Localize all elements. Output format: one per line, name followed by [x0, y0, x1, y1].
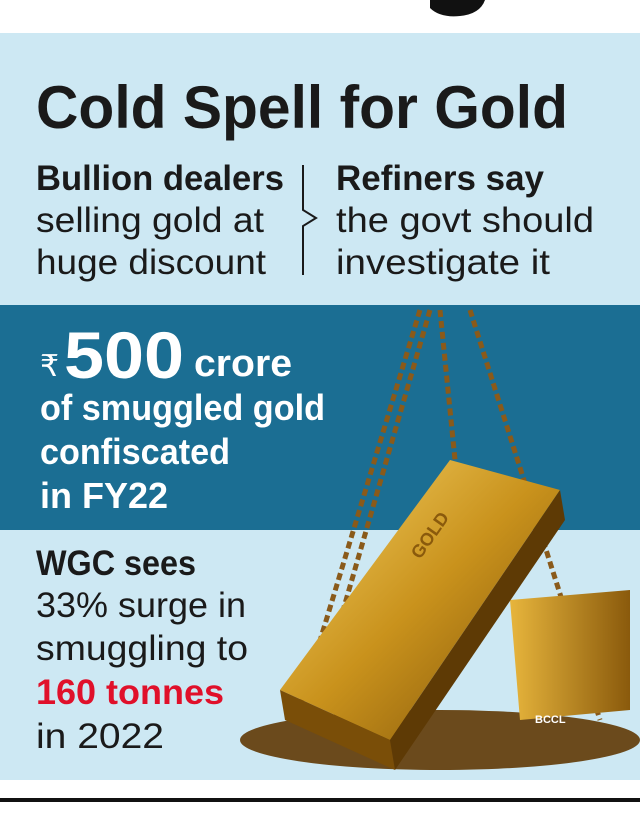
- right-line: investigate it: [336, 243, 550, 282]
- amount: 500: [64, 318, 184, 392]
- highlight: 160 tonnes: [36, 673, 224, 712]
- currency: ₹: [40, 350, 59, 383]
- footer-tail: in 2022: [36, 717, 164, 756]
- left-heading: Bullion dealers: [36, 159, 284, 198]
- band-line: of smuggled gold: [40, 387, 325, 428]
- right-line: the govt should: [336, 201, 594, 240]
- footer-heading: WGC sees: [36, 544, 196, 583]
- left-line: selling gold at: [36, 201, 264, 240]
- credit: BCCL: [535, 714, 566, 726]
- right-heading: Refiners say: [336, 159, 545, 198]
- band-line: in FY22: [40, 475, 168, 516]
- unit: crore: [194, 343, 292, 385]
- footer-line: smuggling to: [36, 629, 248, 668]
- band-line: confiscated: [40, 431, 230, 472]
- cut-glyph: [430, 0, 485, 17]
- title: Cold Spell for Gold: [36, 74, 568, 141]
- divider: [302, 165, 318, 275]
- footer-line: 33% surge in: [36, 586, 246, 625]
- gold-illustration: GOLD: [240, 309, 640, 770]
- left-line: huge discount: [36, 243, 266, 282]
